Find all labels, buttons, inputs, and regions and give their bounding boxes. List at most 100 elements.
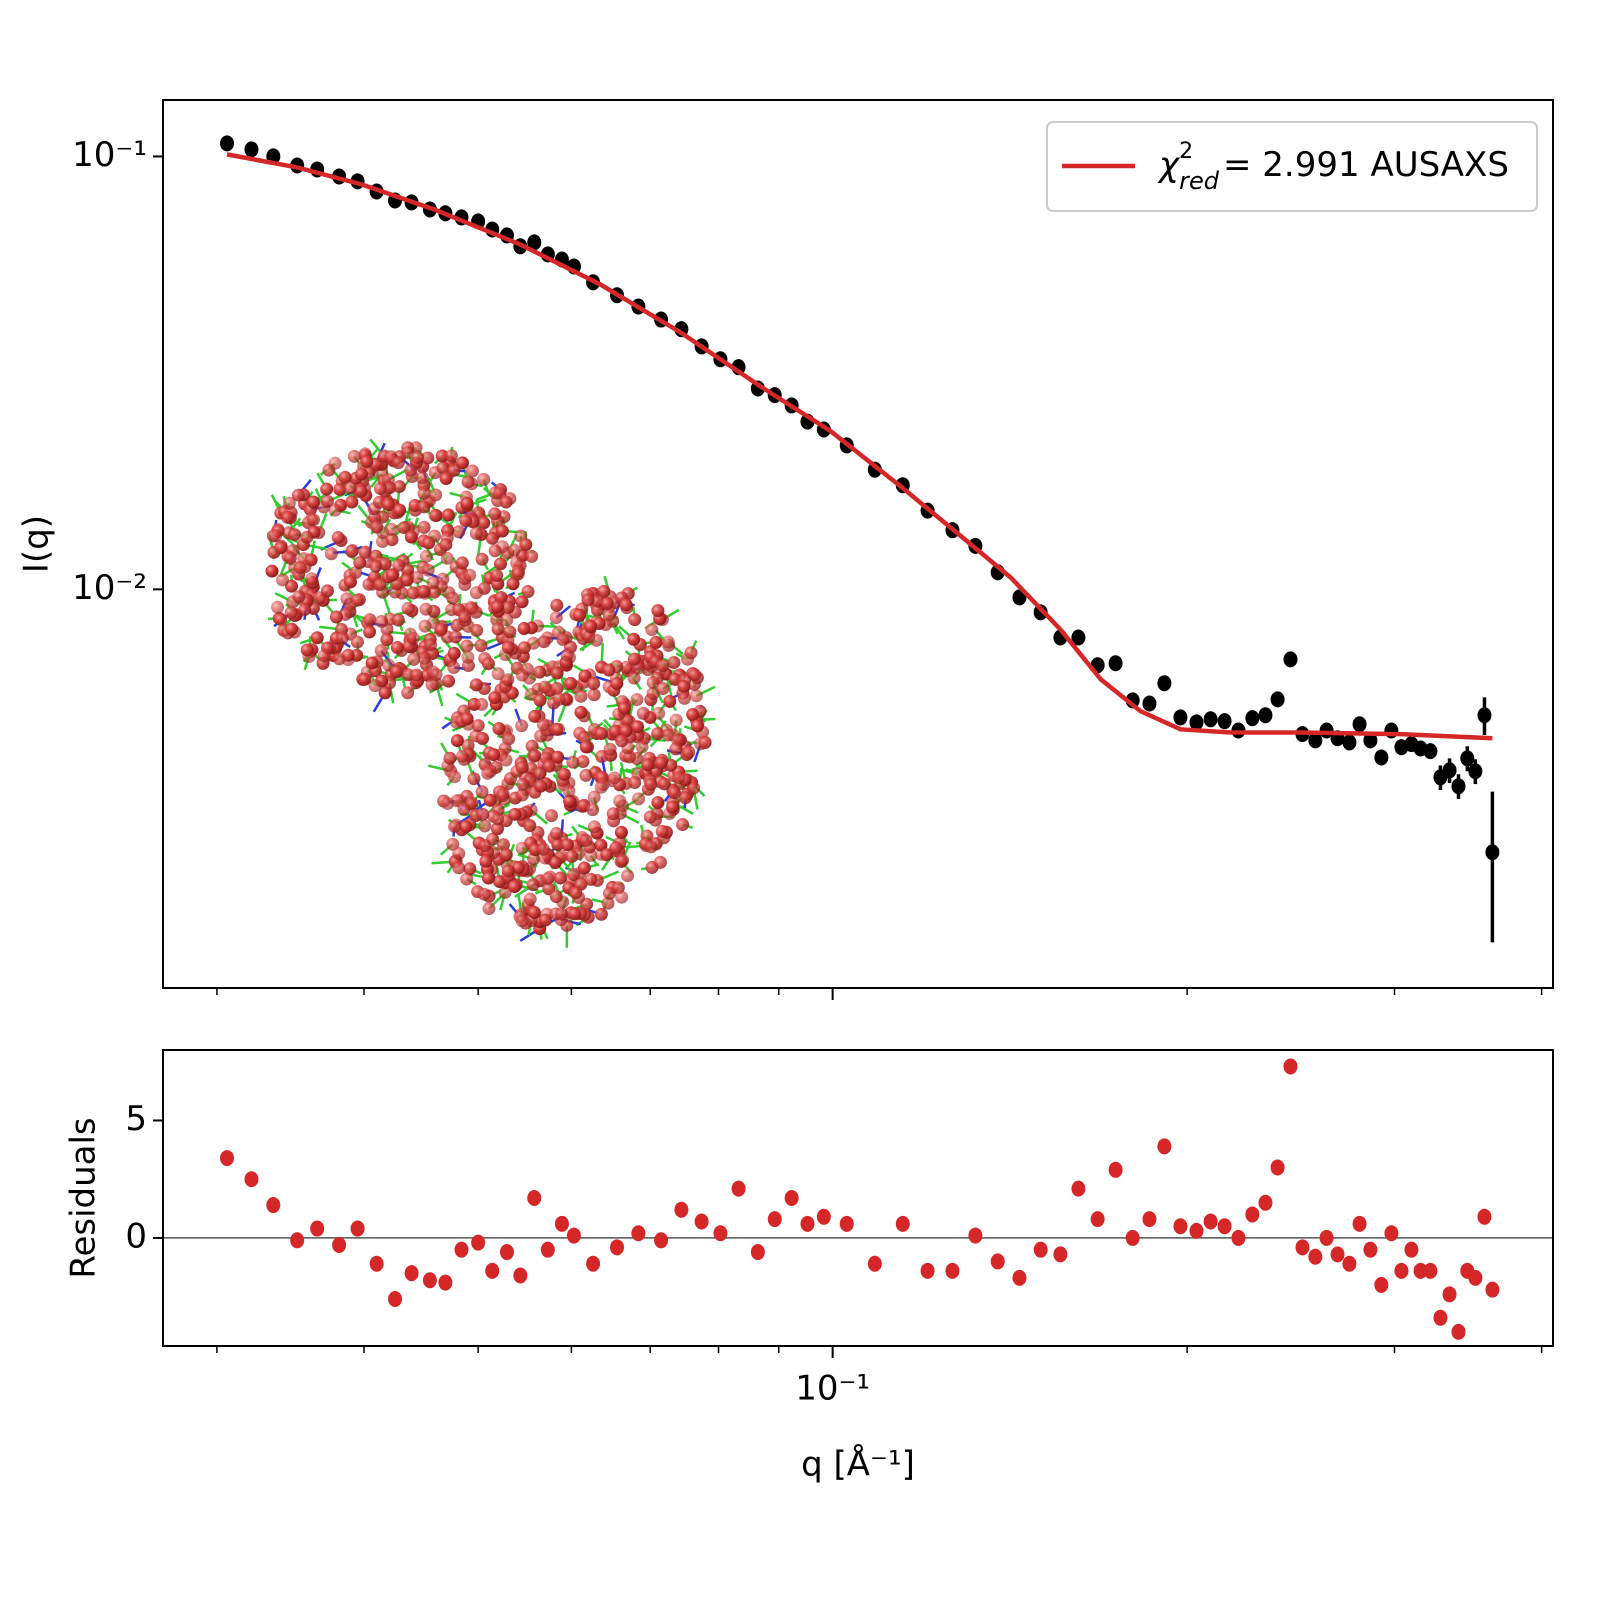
molecule-atom	[422, 536, 436, 550]
molecule-atom	[549, 611, 563, 625]
data-point	[1468, 763, 1483, 780]
molecule-atom	[320, 494, 334, 508]
molecule-atom	[363, 625, 377, 639]
molecule-atom	[463, 568, 477, 582]
molecule-atom	[333, 482, 347, 496]
molecule-atom	[597, 584, 611, 598]
molecule-atom	[553, 871, 567, 885]
molecule-atom	[656, 659, 670, 673]
molecule-atom	[460, 872, 474, 886]
molecule-atom	[677, 680, 691, 694]
molecule-atom	[590, 603, 604, 617]
molecule-atom	[636, 706, 650, 720]
molecule-atom	[477, 516, 491, 530]
data-point	[1258, 1194, 1273, 1211]
molecule-atom	[615, 890, 629, 904]
data-point	[750, 1244, 765, 1261]
molecule-atom	[550, 666, 564, 680]
molecule-atom	[635, 740, 649, 754]
molecule-atom	[275, 573, 289, 587]
molecule-atom	[672, 771, 686, 785]
molecule-atom	[345, 544, 359, 558]
molecule-atom	[419, 602, 433, 616]
molecule-atom	[567, 868, 581, 882]
data-point	[554, 1215, 569, 1232]
molecule-atom	[617, 701, 631, 715]
molecule-atom	[471, 719, 485, 733]
molecule-atom	[404, 530, 418, 544]
molecule-atom	[490, 600, 504, 614]
molecule-atom	[651, 796, 665, 810]
molecule-atom	[682, 745, 696, 759]
data-point	[654, 1232, 669, 1249]
molecule-atom	[406, 586, 420, 600]
molecule-atom	[343, 481, 357, 495]
molecule-atom	[511, 861, 525, 875]
molecule-atom	[380, 632, 394, 646]
data-point	[1108, 1161, 1123, 1178]
molecule-atom	[668, 672, 682, 686]
molecule-atom	[515, 914, 529, 928]
molecule-atom	[541, 872, 555, 886]
molecule-atom	[400, 573, 414, 587]
molecule-atom	[525, 549, 539, 563]
molecule-atom	[474, 639, 488, 653]
molecule-atom	[552, 723, 566, 737]
molecule-atom	[666, 800, 680, 814]
molecule-atom	[523, 819, 537, 833]
molecule-atom	[551, 838, 565, 852]
molecule-atom	[533, 766, 547, 780]
molecule-atom	[646, 687, 660, 701]
molecule-atom	[661, 635, 675, 649]
molecule-atom	[501, 601, 515, 615]
data-point	[731, 1180, 746, 1197]
molecule-atom	[418, 619, 432, 633]
molecule-atom	[609, 841, 623, 855]
molecule-atom	[426, 576, 440, 590]
molecule-atom	[450, 734, 464, 748]
data-point	[1342, 734, 1357, 751]
molecule-atom	[370, 520, 384, 534]
molecule-atom	[577, 861, 591, 875]
molecule-atom	[417, 500, 431, 514]
molecule-atom	[363, 613, 377, 627]
molecule-atom	[460, 712, 474, 726]
data-point	[1283, 1058, 1298, 1075]
molecule-atom	[557, 767, 571, 781]
molecule-atom	[421, 451, 435, 465]
y-tick-label: 0	[125, 1216, 147, 1256]
molecule-atom	[410, 570, 424, 584]
molecule-atom	[644, 840, 658, 854]
data-point	[244, 1171, 259, 1188]
data-point	[1071, 629, 1086, 646]
molecule-atom	[572, 608, 586, 622]
molecule-atom	[469, 586, 483, 600]
molecule-atom	[381, 498, 395, 512]
molecule-atom	[574, 689, 588, 703]
y-tick-label: 10⁻²	[72, 568, 147, 608]
data-point	[610, 1239, 625, 1256]
molecule-atom	[538, 680, 552, 694]
data-point	[1384, 1225, 1399, 1242]
molecule-atom	[452, 847, 466, 861]
molecule-atom	[341, 648, 355, 662]
molecule-atom	[686, 708, 700, 722]
molecule-atom	[436, 461, 450, 475]
molecule-atom	[521, 585, 535, 599]
molecule-atom	[494, 557, 508, 571]
molecule-atom	[552, 692, 566, 706]
data-point	[1374, 1276, 1389, 1293]
molecule-atom	[554, 907, 568, 921]
data-point	[527, 234, 542, 251]
molecule-atom	[602, 663, 616, 677]
data-point	[513, 1267, 528, 1284]
data-point	[1203, 1213, 1218, 1230]
data-point	[266, 1197, 281, 1214]
data-point	[220, 135, 235, 152]
molecule-atom	[457, 802, 471, 816]
data-point	[566, 1227, 581, 1244]
molecule-atom	[368, 679, 382, 693]
molecule-atom	[501, 864, 515, 878]
data-point	[1217, 1218, 1232, 1235]
y-axis-label: Residuals	[64, 1117, 104, 1278]
